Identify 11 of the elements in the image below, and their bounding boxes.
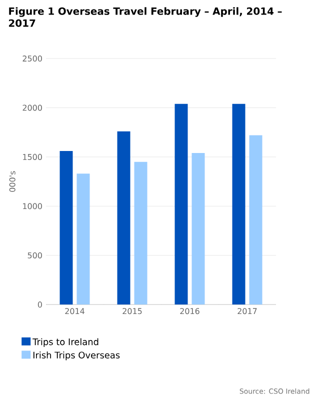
bar	[174, 104, 188, 305]
bar	[134, 162, 148, 305]
bar	[60, 151, 73, 305]
bar	[192, 153, 205, 305]
bar	[232, 104, 246, 305]
legend-label: Irish Trips Overseas	[33, 352, 120, 360]
bar	[76, 174, 90, 305]
bar	[117, 131, 130, 305]
bar	[249, 135, 262, 305]
legend-label: Trips to Ireland	[32, 338, 98, 347]
chart-title: Figure 1 Overseas Travel February – April, 2014 – 2017	[8, 7, 282, 27]
